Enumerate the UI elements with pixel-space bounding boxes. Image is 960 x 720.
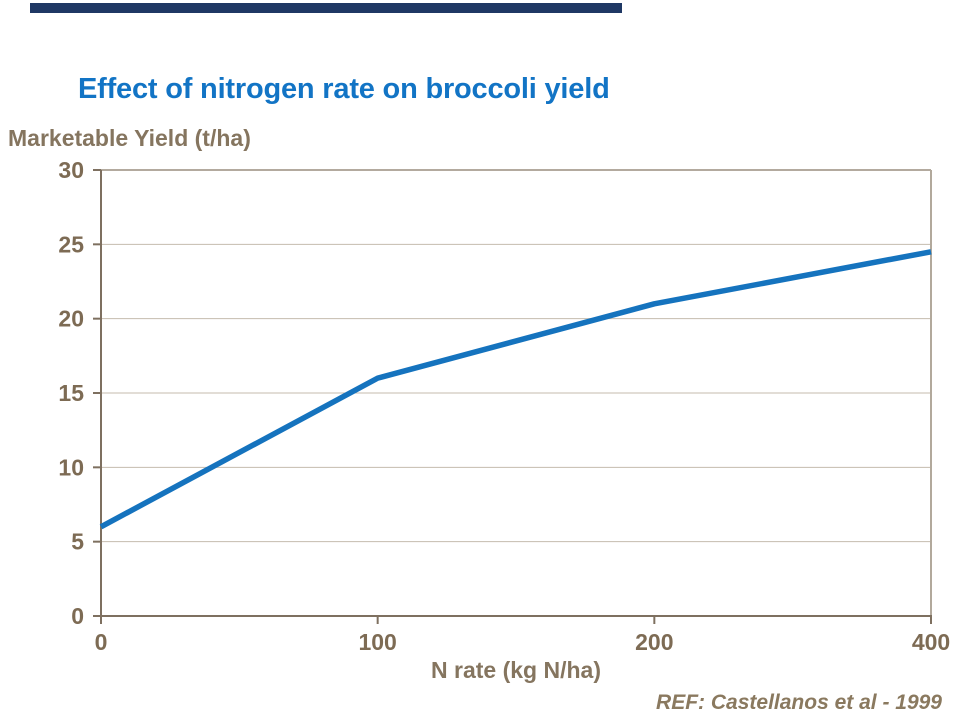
x-tick-label: 400 — [912, 629, 950, 655]
y-tick-label: 5 — [71, 529, 84, 555]
y-tick-label: 20 — [58, 306, 84, 332]
y-axis-title: Marketable Yield (t/ha) — [8, 125, 251, 151]
x-tick-label: 0 — [95, 629, 108, 655]
x-tick-label: 200 — [635, 629, 673, 655]
data-line-series — [99, 249, 932, 530]
reference-citation: REF: Castellanos et al - 1999 — [656, 691, 942, 714]
y-tick-label: 10 — [58, 454, 84, 480]
top-accent-bar — [30, 3, 622, 13]
y-tick-label: 25 — [58, 231, 84, 257]
y-tick-label: 30 — [58, 157, 84, 183]
chart-title: Effect of nitrogen rate on broccoli yiel… — [78, 73, 610, 105]
x-axis-title: N rate (kg N/ha) — [431, 657, 601, 683]
x-tick-label: 100 — [358, 629, 396, 655]
y-tick-label: 15 — [58, 380, 84, 406]
y-tick-label: 0 — [71, 603, 84, 629]
